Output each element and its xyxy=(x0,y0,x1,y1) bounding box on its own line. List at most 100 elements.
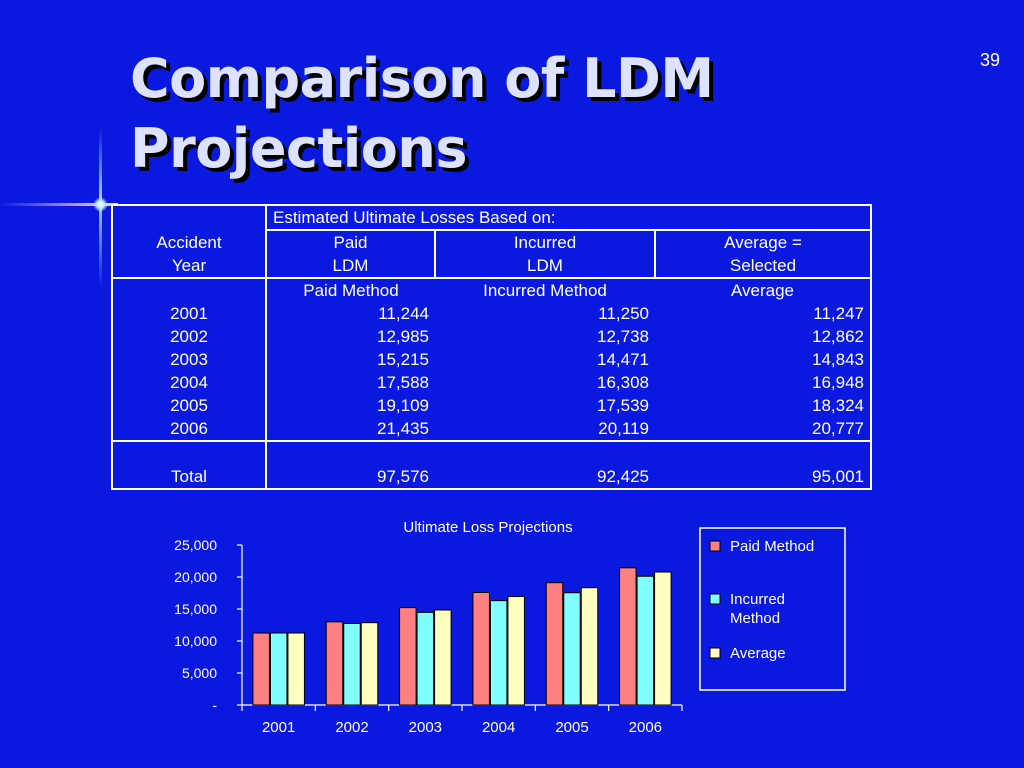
bar-incurred-method xyxy=(343,622,361,706)
average-cell: 18,324 xyxy=(812,396,864,415)
page-title-line-1: Comparison of LDM xyxy=(130,47,714,110)
top-header: Estimated Ultimate Losses Based on: xyxy=(265,205,871,231)
paid-cell: 12,985 xyxy=(377,327,429,346)
paid-ldm-header-line-1: Paid xyxy=(265,230,435,254)
bar-average xyxy=(507,596,525,706)
y-tick-label: - xyxy=(212,697,217,713)
paid-cell: 21,435 xyxy=(377,419,429,438)
paid-cell: 11,244 xyxy=(378,304,429,323)
bar-average xyxy=(360,622,379,706)
ultimate-losses-table: Estimated Ultimate Losses Based on: Acci… xyxy=(111,204,872,490)
paid-cell: 15,215 xyxy=(377,350,429,369)
page-title: Comparison of LDM Projections xyxy=(130,44,714,184)
average-cell: 12,862 xyxy=(812,327,864,346)
bar-paid-method xyxy=(472,591,490,706)
bars xyxy=(252,567,672,706)
legend-frame xyxy=(699,527,846,691)
paid-cell: 17,588 xyxy=(377,373,429,392)
spacer-cell xyxy=(266,440,435,465)
bar-average xyxy=(654,571,672,706)
accident-header-line-2: Year xyxy=(171,256,207,275)
year-cell: 2006 xyxy=(112,417,267,441)
spacer-cell xyxy=(655,440,871,465)
incurred-cell: 20,119 xyxy=(598,419,649,438)
y-tick-label: 25,000 xyxy=(174,537,217,553)
spacer-cell xyxy=(435,440,655,465)
incurred-cell: 12,738 xyxy=(597,327,649,346)
table-row: 2005 19,109 17,539 18,324 xyxy=(112,394,871,417)
average-cell: 16,948 xyxy=(812,373,864,392)
legend-label-incurred-line-2: Method xyxy=(730,610,780,627)
x-tick-label: 2003 xyxy=(409,719,442,736)
total-spacer-row xyxy=(112,440,871,465)
y-tick-label: 15,000 xyxy=(174,601,217,617)
x-axis: 2001 2002 2003 2004 2005 2006 xyxy=(241,704,683,736)
method-label-row: Paid Method Incurred Method Average xyxy=(112,277,871,302)
y-axis: - 5,000 10,000 15,000 20,000 25,000 xyxy=(174,537,243,713)
year-cell: 2002 xyxy=(112,325,267,348)
bar-average xyxy=(434,609,452,706)
page-title-line-2: Projections xyxy=(130,117,467,180)
bar-average xyxy=(580,587,599,706)
total-label: Total xyxy=(112,465,267,489)
bar-paid-method xyxy=(545,582,564,706)
paid-cell: 19,109 xyxy=(377,396,429,415)
table-header-row-1: Estimated Ultimate Losses Based on: xyxy=(112,205,871,231)
bar-paid-method xyxy=(325,621,344,706)
incurred-cell: 16,308 xyxy=(597,373,649,392)
average-header-line-2: Selected xyxy=(654,254,871,278)
bar-paid-method xyxy=(619,567,637,706)
slide-number: 39 xyxy=(980,50,1001,70)
y-tick-label: 5,000 xyxy=(182,665,217,681)
legend-swatch-average xyxy=(709,647,721,659)
x-tick-label: 2005 xyxy=(555,719,588,736)
total-row: Total 97,576 92,425 95,001 xyxy=(112,465,871,489)
y-tick-label: 20,000 xyxy=(174,569,217,585)
incurred-cell: 14,471 xyxy=(597,350,649,369)
legend-swatch-paid xyxy=(709,540,721,552)
bar-incurred-method xyxy=(489,600,508,706)
table-row: 2006 21,435 20,119 20,777 xyxy=(112,417,871,441)
table-row: 2003 15,215 14,471 14,843 xyxy=(112,348,871,371)
year-cell: 2003 xyxy=(112,348,267,371)
table-header-row-2: Accident Paid Incurred Average = xyxy=(112,230,871,254)
method-blank-cell xyxy=(112,277,267,302)
chart-title: Ultimate Loss Projections xyxy=(403,519,572,536)
table-row: 2002 12,985 12,738 12,862 xyxy=(112,325,871,348)
table-header-row-3: Year LDM LDM Selected xyxy=(112,254,871,278)
decorative-horizontal-line xyxy=(0,203,118,206)
average-cell: 14,843 xyxy=(812,350,864,369)
average-cell: 11,247 xyxy=(813,304,864,323)
spacer-cell xyxy=(112,440,267,465)
bar-incurred-method xyxy=(636,575,655,706)
total-average: 95,001 xyxy=(812,467,864,486)
method-label-paid: Paid Method xyxy=(266,277,435,302)
method-label-incurred: Incurred Method xyxy=(435,277,655,302)
total-paid: 97,576 xyxy=(377,467,429,486)
paid-ldm-header-line-2: LDM xyxy=(265,254,435,278)
incurred-ldm-header-line-1: Incurred xyxy=(434,230,655,254)
year-cell: 2001 xyxy=(112,302,267,325)
table-row: 2004 17,588 16,308 16,948 xyxy=(112,371,871,394)
incurred-cell: 11,250 xyxy=(598,304,649,323)
accident-header-line-1: Accident xyxy=(156,232,222,252)
legend-label-incurred-line-1: Incurred xyxy=(730,591,785,608)
year-cell: 2005 xyxy=(112,394,267,417)
bar-incurred-method xyxy=(269,632,288,706)
y-tick-label: 10,000 xyxy=(174,633,217,649)
incurred-cell: 17,539 xyxy=(597,396,649,415)
bar-paid-method xyxy=(252,632,270,706)
x-tick-label: 2006 xyxy=(629,719,662,736)
average-cell: 20,777 xyxy=(812,419,864,438)
bar-incurred-method xyxy=(563,592,581,706)
legend-label-average: Average xyxy=(730,645,786,662)
chart-legend: Paid Method Incurred Method Average xyxy=(699,527,846,691)
decorative-sparkle-icon xyxy=(93,197,108,212)
method-label-average: Average xyxy=(655,277,871,302)
bar-paid-method xyxy=(399,607,417,706)
legend-swatch-incurred xyxy=(709,593,721,605)
average-header-line-1: Average = xyxy=(654,230,871,254)
total-incurred: 92,425 xyxy=(597,467,649,486)
year-cell: 2004 xyxy=(112,371,267,394)
